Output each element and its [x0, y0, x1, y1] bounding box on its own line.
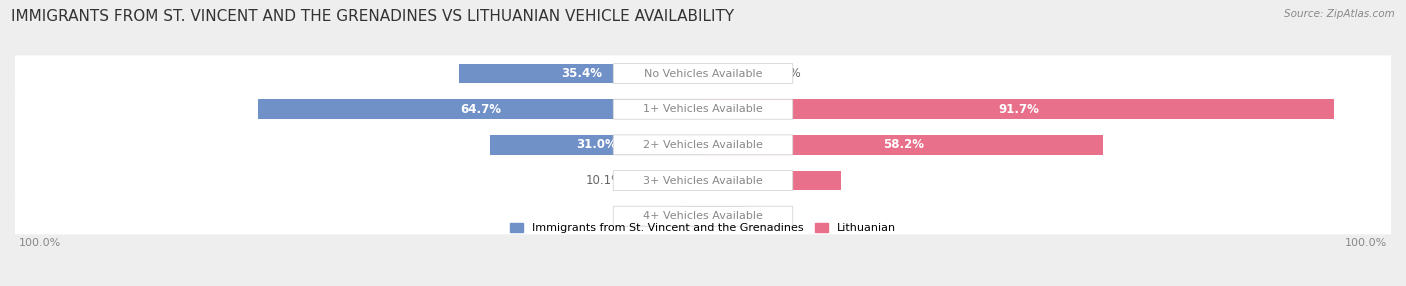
Text: IMMIGRANTS FROM ST. VINCENT AND THE GRENADINES VS LITHUANIAN VEHICLE AVAILABILIT: IMMIGRANTS FROM ST. VINCENT AND THE GREN…	[11, 9, 734, 23]
Text: 35.4%: 35.4%	[561, 67, 602, 80]
FancyBboxPatch shape	[15, 162, 1391, 199]
Bar	[634, 171, 703, 190]
Bar	[703, 100, 1334, 119]
Text: 1+ Vehicles Available: 1+ Vehicles Available	[643, 104, 763, 114]
Text: 4+ Vehicles Available: 4+ Vehicles Available	[643, 211, 763, 221]
Text: 3+ Vehicles Available: 3+ Vehicles Available	[643, 176, 763, 186]
Text: 8.4%: 8.4%	[770, 67, 801, 80]
FancyBboxPatch shape	[15, 127, 1391, 163]
Text: 20.1%: 20.1%	[752, 174, 793, 187]
Text: 100.0%: 100.0%	[18, 238, 60, 248]
Bar	[489, 135, 703, 155]
FancyBboxPatch shape	[15, 55, 1391, 92]
FancyBboxPatch shape	[613, 206, 793, 226]
FancyBboxPatch shape	[613, 63, 793, 84]
FancyBboxPatch shape	[613, 170, 793, 190]
Text: 100.0%: 100.0%	[1346, 238, 1388, 248]
Text: 3.0%: 3.0%	[643, 210, 672, 223]
Bar	[703, 206, 747, 226]
Text: Source: ZipAtlas.com: Source: ZipAtlas.com	[1284, 9, 1395, 19]
Bar	[257, 100, 703, 119]
FancyBboxPatch shape	[15, 91, 1391, 128]
Text: 10.1%: 10.1%	[586, 174, 623, 187]
Bar	[703, 171, 841, 190]
FancyBboxPatch shape	[613, 99, 793, 119]
Bar	[460, 64, 703, 84]
Bar	[703, 135, 1104, 155]
Bar	[703, 64, 761, 84]
Text: 6.3%: 6.3%	[756, 210, 786, 223]
Legend: Immigrants from St. Vincent and the Grenadines, Lithuanian: Immigrants from St. Vincent and the Gren…	[505, 218, 901, 238]
FancyBboxPatch shape	[613, 135, 793, 155]
FancyBboxPatch shape	[15, 198, 1391, 235]
Text: 58.2%: 58.2%	[883, 138, 924, 151]
Text: 31.0%: 31.0%	[576, 138, 617, 151]
Text: 2+ Vehicles Available: 2+ Vehicles Available	[643, 140, 763, 150]
Text: No Vehicles Available: No Vehicles Available	[644, 69, 762, 79]
Bar	[682, 206, 703, 226]
Text: 91.7%: 91.7%	[998, 103, 1039, 116]
Text: 64.7%: 64.7%	[460, 103, 501, 116]
